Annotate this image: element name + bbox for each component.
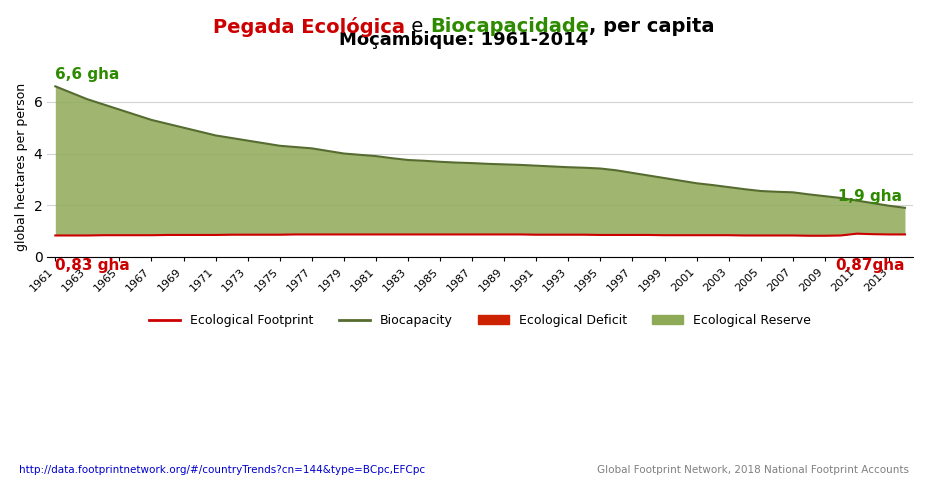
Legend: Ecological Footprint, Biocapacity, Ecological Deficit, Ecological Reserve: Ecological Footprint, Biocapacity, Ecolo… xyxy=(144,309,816,332)
Text: http://data.footprintnetwork.org/#/countryTrends?cn=144&type=BCpc,EFCpc: http://data.footprintnetwork.org/#/count… xyxy=(19,465,425,475)
Text: 6,6 gha: 6,6 gha xyxy=(56,67,120,82)
Text: , per capita: , per capita xyxy=(589,17,714,36)
Text: Global Footprint Network, 2018 National Footprint Accounts: Global Footprint Network, 2018 National … xyxy=(597,465,908,475)
Text: e: e xyxy=(405,17,429,36)
Text: Pegada Ecológica: Pegada Ecológica xyxy=(213,17,405,37)
Y-axis label: global hectares per person: global hectares per person xyxy=(15,83,28,251)
Text: 1,9 gha: 1,9 gha xyxy=(837,189,901,204)
Text: Biocapacidade: Biocapacidade xyxy=(429,17,589,36)
Text: 0,83 gha: 0,83 gha xyxy=(56,258,130,273)
Text: Moçambique: 1961-2014: Moçambique: 1961-2014 xyxy=(339,31,588,49)
Text: 0,87gha: 0,87gha xyxy=(834,258,904,273)
